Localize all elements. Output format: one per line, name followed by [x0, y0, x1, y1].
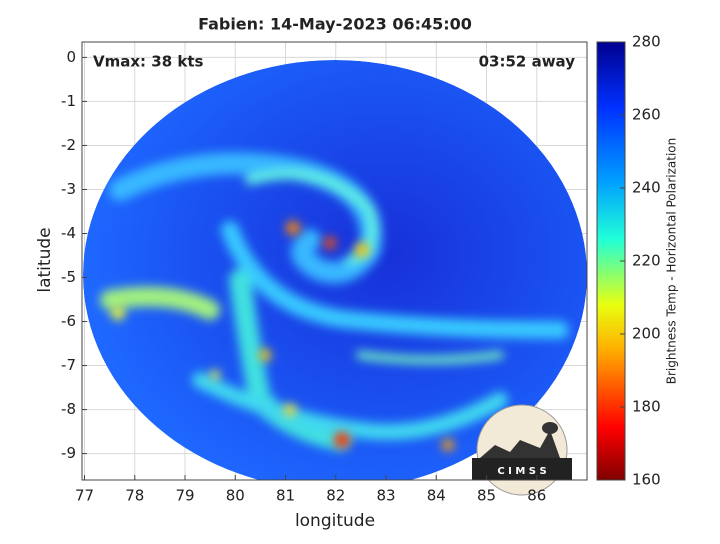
- plot-frame: [81, 41, 588, 481]
- x-tick-label: 77: [75, 487, 94, 505]
- x-tick-label: 83: [376, 487, 395, 505]
- colorbar-tick-label: 240: [632, 179, 661, 197]
- y-tick-label: -4: [61, 224, 76, 242]
- colorbar-label: Brightness Temp - Horizontal Polarizatio…: [665, 138, 679, 385]
- x-axis-label: longitude: [295, 511, 375, 531]
- swath-image: [83, 60, 587, 480]
- y-tick-label: -3: [61, 180, 76, 198]
- y-axis-label: latitude: [35, 227, 55, 292]
- x-tick-label: 86: [527, 487, 546, 505]
- y-tick-label: -5: [61, 268, 76, 286]
- colorbar-tick-label: 220: [632, 252, 661, 270]
- x-tick-label: 85: [477, 487, 496, 505]
- colorbar-tick-label: 160: [632, 471, 661, 489]
- y-tick-label: -7: [61, 356, 76, 374]
- x-tick-label: 79: [175, 487, 194, 505]
- x-tick-label: 80: [226, 487, 245, 505]
- cimss-logo: C I M S S: [472, 404, 572, 496]
- x-tick-label: 78: [125, 487, 144, 505]
- colorbar-tick-label: 260: [632, 106, 661, 124]
- y-tick-label: -6: [61, 312, 76, 330]
- colorbar-tick-label: 280: [632, 33, 661, 51]
- annotation: 03:52 away: [479, 53, 576, 71]
- x-tick-label: 82: [326, 487, 345, 505]
- annotation: Vmax: 38 kts: [93, 53, 203, 71]
- x-tick-label: 81: [276, 487, 295, 505]
- y-tick-label: -2: [61, 136, 76, 154]
- colorbar-tick-label: 200: [632, 325, 661, 343]
- x-tick-label: 84: [427, 487, 446, 505]
- y-tick-label: -8: [61, 400, 76, 418]
- y-tick-label: 0: [66, 48, 76, 66]
- y-tick-label: -9: [61, 444, 76, 462]
- colorbar-tick-label: 180: [632, 398, 661, 416]
- y-tick-label: -1: [61, 92, 76, 110]
- logo-text: C I M S S: [497, 466, 546, 477]
- chart-title: Fabien: 14-May-2023 06:45:00: [198, 15, 472, 34]
